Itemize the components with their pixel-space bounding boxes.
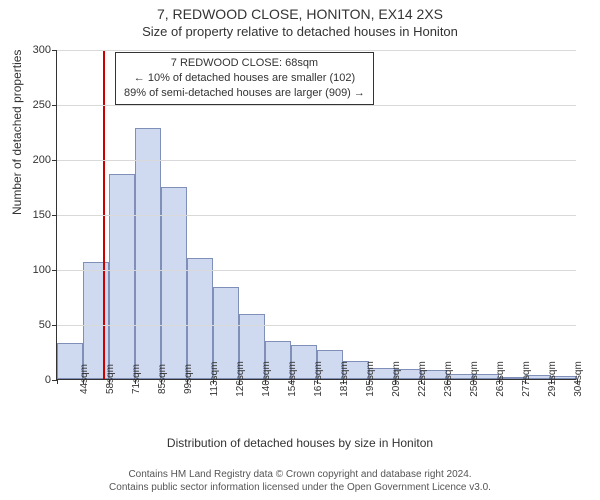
y-tick-label: 150 [33,209,57,221]
x-tick-label: 318sqm [577,349,600,409]
y-tick-label: 100 [33,264,57,276]
grid-line [57,50,576,51]
attribution: Contains HM Land Registry data © Crown c… [0,469,600,494]
annotation-line1: 7 REDWOOD CLOSE: 68sqm [124,56,365,71]
y-axis-label: Number of detached properties [10,50,24,215]
grid-line [57,105,576,106]
annotation-line2: ← 10% of detached houses are smaller (10… [124,71,365,86]
plot-area: 7 REDWOOD CLOSE: 68sqm ← 10% of detached… [56,50,576,380]
attribution-line2: Contains public sector information licen… [0,482,600,495]
chart-subtitle: Size of property relative to detached ho… [0,22,600,39]
annotation-box: 7 REDWOOD CLOSE: 68sqm ← 10% of detached… [115,52,374,105]
y-tick-label: 50 [39,319,57,331]
grid-line [57,160,576,161]
grid-line [57,325,576,326]
y-tick-label: 300 [33,44,57,56]
x-axis-label: Distribution of detached houses by size … [0,436,600,450]
y-tick-label: 200 [33,154,57,166]
figure-container: 7, REDWOOD CLOSE, HONITON, EX14 2XS Size… [0,0,600,500]
y-tick-label: 0 [45,374,57,386]
grid-line [57,270,576,271]
attribution-line1: Contains HM Land Registry data © Crown c… [0,469,600,482]
histogram-bar [135,128,161,379]
annotation-line3: 89% of semi-detached houses are larger (… [124,86,365,101]
y-tick-label: 250 [33,99,57,111]
chart-title: 7, REDWOOD CLOSE, HONITON, EX14 2XS [0,0,600,22]
grid-line [57,215,576,216]
